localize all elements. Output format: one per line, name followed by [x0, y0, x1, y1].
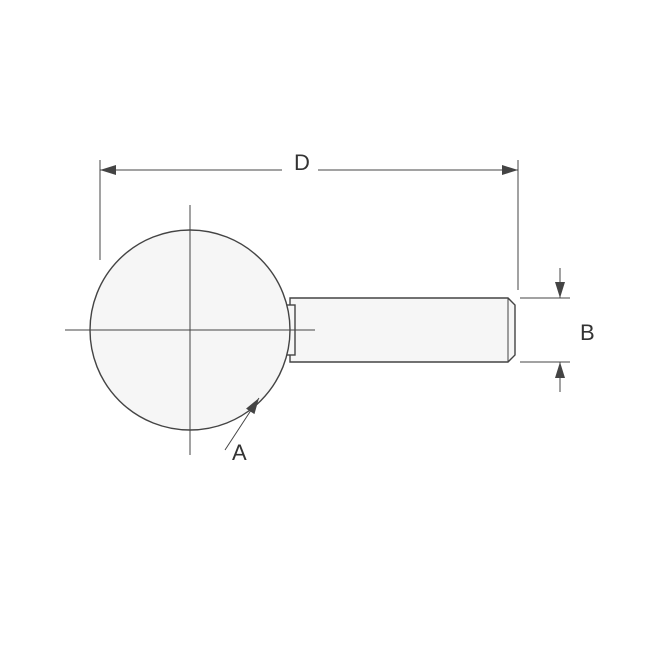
- dimension-label-a: A: [232, 440, 247, 466]
- diagram-canvas: D B A: [0, 0, 670, 670]
- dimension-label-d: D: [294, 150, 310, 176]
- dimension-label-b: B: [580, 320, 595, 346]
- diagram-svg: [0, 0, 670, 670]
